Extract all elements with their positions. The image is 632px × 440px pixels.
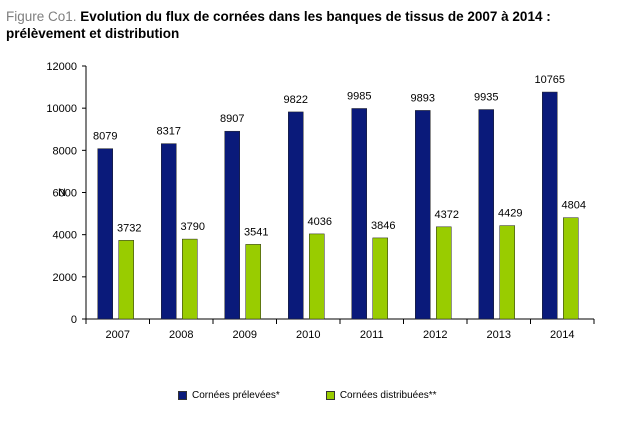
data-label-distribuees: 4036: [308, 216, 332, 228]
y-axis-label: N: [58, 187, 66, 199]
title-line-1: Evolution du flux de cornées dans les ba…: [80, 9, 551, 24]
bar-distribuees: [118, 240, 134, 320]
data-label-prelevees: 9985: [347, 90, 371, 102]
data-label-prelevees: 9935: [474, 92, 498, 104]
legend-label-series-1: Cornées prélevées*: [192, 390, 280, 401]
data-label-distribuees: 3541: [244, 226, 268, 238]
legend-item-series-2: Cornées distribuées**: [325, 390, 437, 401]
chart-bars: [97, 91, 579, 320]
bar-prelevees: [542, 91, 558, 320]
x-tick-label: 2008: [169, 329, 193, 341]
legend-item-series-1: Cornées prélevées*: [178, 390, 280, 401]
x-tick-label: 2011: [360, 329, 384, 341]
bar-prelevees: [161, 143, 177, 320]
x-tick-label: 2012: [423, 329, 447, 341]
legend-swatch-series-1: [178, 391, 187, 400]
x-tick-label: 2013: [487, 329, 511, 341]
bar-distribuees: [436, 226, 452, 320]
bar-prelevees: [415, 110, 431, 320]
figure-prefix: Figure Co1.: [6, 9, 81, 24]
y-tick-label: 4000: [53, 230, 77, 242]
bar-distribuees: [499, 225, 515, 320]
bar-distribuees: [372, 237, 388, 320]
data-label-prelevees: 10765: [534, 74, 565, 86]
data-label-prelevees: 8079: [93, 131, 117, 143]
data-label-distribuees: 3846: [371, 220, 395, 232]
bar-prelevees: [224, 130, 240, 320]
x-tick-label: 2010: [296, 329, 320, 341]
legend-label-series-2: Cornées distribuées**: [339, 390, 437, 401]
chart-legend: Cornées prélevées* Cornées distribuées**: [178, 390, 437, 401]
y-tick-label: 10000: [46, 103, 77, 115]
data-label-prelevees: 9893: [411, 92, 435, 104]
chart-data-labels: 8079 3732 8317 3790 8907 3541 9822 4036 9985 3846…: [93, 74, 586, 238]
chart-axes: 0 2000 4000 6000 8000 10000 12000 N 2007 2008 2009…: [46, 61, 595, 341]
bar-prelevees: [97, 148, 113, 320]
x-tick-label: 2007: [106, 329, 130, 341]
data-label-distribuees: 4429: [498, 208, 522, 220]
x-tick-label: 2009: [233, 329, 257, 341]
y-tick-label: 2000: [53, 272, 77, 284]
y-tick-label: 6000: [53, 188, 77, 200]
bar-distribuees: [182, 238, 198, 320]
data-label-prelevees: 9822: [284, 94, 308, 106]
title-line-2: prélèvement et distribution: [6, 26, 180, 41]
y-tick-label: 12000: [46, 61, 77, 73]
bar-prelevees: [478, 109, 494, 320]
bar-distribuees: [309, 233, 325, 320]
x-tick-label: 2014: [550, 329, 574, 341]
bar-distribuees: [563, 217, 579, 320]
bar-prelevees: [351, 108, 367, 320]
y-tick-label: 0: [71, 314, 77, 326]
bar-distribuees: [245, 244, 261, 320]
data-label-distribuees: 4372: [435, 209, 459, 221]
data-label-distribuees: 4804: [562, 200, 586, 212]
data-label-prelevees: 8317: [157, 126, 181, 138]
bar-prelevees: [288, 111, 304, 320]
data-label-distribuees: 3732: [117, 222, 141, 234]
y-tick-label: 8000: [53, 145, 77, 157]
legend-swatch-series-2: [325, 391, 335, 400]
data-label-distribuees: 3790: [181, 221, 205, 233]
chart-title: Figure Co1. Evolution du flux de cornées…: [6, 8, 606, 42]
data-label-prelevees: 8907: [220, 113, 244, 125]
